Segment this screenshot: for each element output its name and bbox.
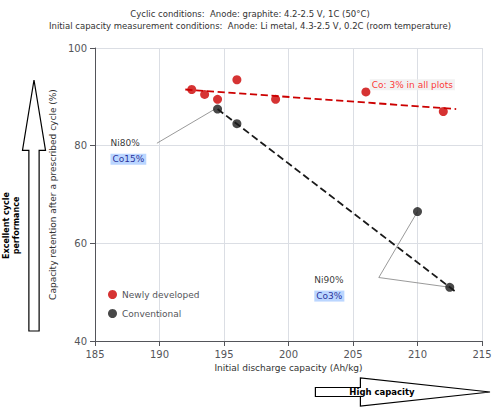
svg-text:205: 205: [343, 349, 362, 360]
svg-text:Ni90%: Ni90%: [314, 275, 344, 285]
svg-text:Cyclic conditions: Anode: gra: Cyclic conditions: Anode: graphite: 4.2-…: [130, 9, 369, 19]
svg-text:195: 195: [214, 349, 233, 360]
svg-text:Ni80%: Ni80%: [110, 138, 140, 148]
svg-text:Co15%: Co15%: [112, 154, 144, 164]
svg-text:215: 215: [472, 349, 491, 360]
svg-text:performance: performance: [12, 196, 21, 254]
svg-text:Excellent cycle: Excellent cycle: [2, 191, 11, 258]
svg-text:190: 190: [150, 349, 169, 360]
svg-text:Initial discharge capacity (Ah: Initial discharge capacity (Ah/kg): [214, 363, 362, 373]
svg-text:Initial capacity measurement c: Initial capacity measurement conditions:…: [49, 21, 451, 31]
svg-text:80: 80: [74, 140, 87, 151]
svg-text:Co3%: Co3%: [316, 291, 343, 301]
svg-text:Capacity retention after a pre: Capacity retention after a prescribed cy…: [48, 89, 58, 300]
svg-text:200: 200: [279, 349, 298, 360]
svg-text:Conventional: Conventional: [122, 309, 181, 319]
svg-text:40: 40: [74, 336, 87, 347]
svg-text:Co: 3% in all plots: Co: 3% in all plots: [372, 80, 454, 90]
svg-text:100: 100: [68, 43, 87, 54]
svg-text:210: 210: [408, 349, 427, 360]
svg-text:High capacity: High capacity: [349, 387, 415, 397]
svg-text:185: 185: [85, 349, 104, 360]
svg-text:Newly developed: Newly developed: [122, 290, 199, 300]
svg-text:60: 60: [74, 238, 87, 249]
